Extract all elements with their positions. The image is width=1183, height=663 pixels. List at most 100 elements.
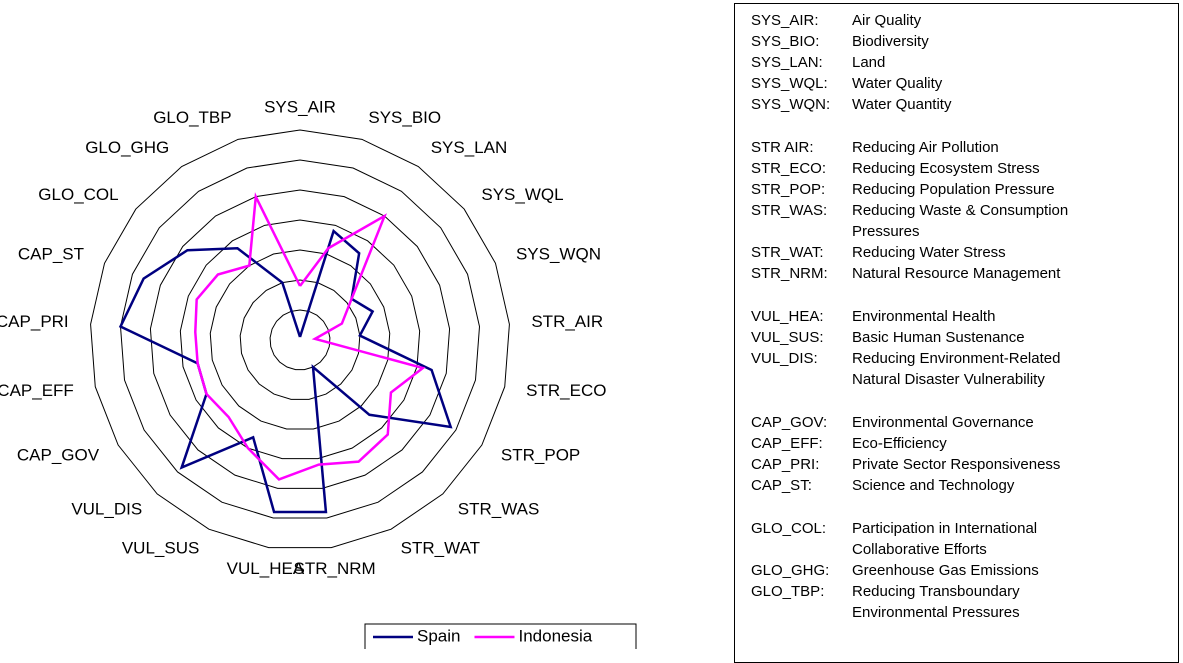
description-line: Reducing Transboundary [852,583,1020,600]
glossary-row: STR_WAS: Reducing Waste & Consumption Pres… [735,200,1178,242]
code: STR_WAT: [751,244,824,261]
description: Air Quality [852,10,1178,31]
glossary-row: VUL_HEA: Environmental Health [735,306,1178,327]
grid-ring [269,309,331,371]
axis-label: SYS_WQN [516,245,601,264]
glossary-row: STR AIR: Reducing Air Pollution [735,137,1178,158]
grid-ring [119,159,481,519]
description-line: Reducing Waste & Consumption [852,202,1069,219]
glossary-row: STR_NRM: Natural Resource Management [735,263,1178,284]
series-line [194,192,426,481]
description-line: Participation in International [852,520,1038,537]
axis-label: CAP_GOV [17,445,100,464]
description-line: Collaborative Efforts [852,541,987,558]
description-line: Environmental Pressures [852,604,1020,621]
chart: SYS_AIR SYS_BIO SYS_LAN SYS_WQL SYS_WQN STR_A… [0,97,637,649]
axis-label: SYS_LAN [431,138,508,157]
axis-label: CAP_PRI [0,312,69,331]
glossary-row: STR_WAT: Reducing Water Stress [735,242,1178,263]
description: Reducing Air Pollution [852,137,1178,158]
description: Private Sector Responsiveness [852,454,1178,475]
grid-ring [179,219,421,460]
grid-ring [239,279,361,400]
glossary: SYS_AIR: Air Quality SYS_BIO: Biodiversity S… [734,3,1179,663]
glossary-row: SYS_WQL: Water Quality [735,73,1178,94]
description: Environmental Health [852,306,1178,327]
description: Environmental Governance [852,412,1178,433]
code: CAP_ST: [751,477,812,494]
description-line: Air Quality [852,12,922,29]
description-line: Reducing Ecosystem Stress [852,160,1040,177]
axis-label: STR_WAT [401,539,480,558]
axis-label: STR_WAS [458,500,540,519]
glossary-group: STR AIR: Reducing Air Pollution STR_ECO: Re… [735,137,1178,284]
axis-label: GLO_TBP [153,108,231,127]
description: Basic Human Sustenance [852,327,1178,348]
axis-label: SYS_WQL [481,185,563,204]
description-line: Environmental Governance [852,414,1034,431]
glossary-row: SYS_BIO: Biodiversity [735,31,1178,52]
description-line: Land [852,54,886,71]
glossary-row: VUL_DIS: Reducing Environment-Related Natu… [735,348,1178,390]
description: Reducing Water Stress [852,242,1178,263]
description-line: Natural Resource Management [852,265,1061,282]
code: SYS_AIR: [751,12,819,29]
description-line: Water Quality [852,75,943,92]
code: GLO_GHG: [751,562,830,579]
glossary-row: GLO_TBP: Reducing Transboundary Environmen… [735,581,1178,623]
code: CAP_EFF: [751,435,823,452]
code: SYS_LAN: [751,54,823,71]
glossary-row: CAP_EFF: Eco-Efficiency [735,433,1178,454]
legend-label: Spain [417,626,460,645]
code: GLO_TBP: [751,583,825,600]
description-line: Basic Human Sustenance [852,329,1025,346]
axis-label: CAP_ST [18,245,84,264]
code: CAP_PRI: [751,456,820,473]
code: STR_WAS: [751,202,828,219]
description-line: Natural Disaster Vulnerability [852,371,1045,388]
description-line: Reducing Water Stress [852,244,1006,261]
axis-label: VUL_HEA [227,559,305,578]
axis-label: STR_NRM [293,559,375,578]
glossary-group: CAP_GOV: Environmental Governance CAP_EFF:… [735,412,1178,496]
glossary-row: CAP_ST: Science and Technology [735,475,1178,496]
glossary-row: SYS_WQN: Water Quantity [735,94,1178,115]
description-line: Eco-Efficiency [852,435,947,452]
glossary-row: SYS_LAN: Land [735,52,1178,73]
code: GLO_COL: [751,520,827,537]
description-line: Private Sector Responsiveness [852,456,1061,473]
description-line: Water Quantity [852,96,952,113]
axis-label: SYS_AIR [264,97,336,116]
description-line: Reducing Environment-Related [852,350,1061,367]
description: Biodiversity [852,31,1178,52]
glossary-row: VUL_SUS: Basic Human Sustenance [735,327,1178,348]
axis-label: STR_ECO [526,381,606,400]
description: Water Quality [852,73,1178,94]
description-line: Reducing Population Pressure [852,181,1055,198]
description: Reducing Waste & Consumption Pressures [852,200,1178,242]
description-line: Biodiversity [852,33,929,50]
description: Water Quantity [852,94,1178,115]
description: Land [852,52,1178,73]
description: Eco-Efficiency [852,433,1178,454]
axis-label: VUL_DIS [71,500,142,519]
axis-label: CAP_EFF [0,381,74,400]
description: Reducing Transboundary Environmental Pres… [852,581,1178,623]
glossary-row: STR_POP: Reducing Population Pressure [735,179,1178,200]
code: STR AIR: [751,139,814,156]
axis-label: VUL_SUS [122,539,199,558]
glossary-row: SYS_AIR: Air Quality [735,10,1178,31]
glossary-row: CAP_GOV: Environmental Governance [735,412,1178,433]
code: STR_NRM: [751,265,828,282]
description-line: Environmental Health [852,308,996,325]
code: VUL_SUS: [751,329,824,346]
axis-label: SYS_BIO [368,108,441,127]
grid-ring [149,189,451,489]
legend-label: Indonesia [518,626,592,645]
axis-label: STR_AIR [531,312,603,331]
glossary-row: CAP_PRI: Private Sector Responsiveness [735,454,1178,475]
glossary-row: GLO_COL: Participation in International Co… [735,518,1178,560]
grid-ring [209,249,391,430]
code: SYS_BIO: [751,33,820,50]
glossary-row: GLO_GHG: Greenhouse Gas Emissions [735,560,1178,581]
